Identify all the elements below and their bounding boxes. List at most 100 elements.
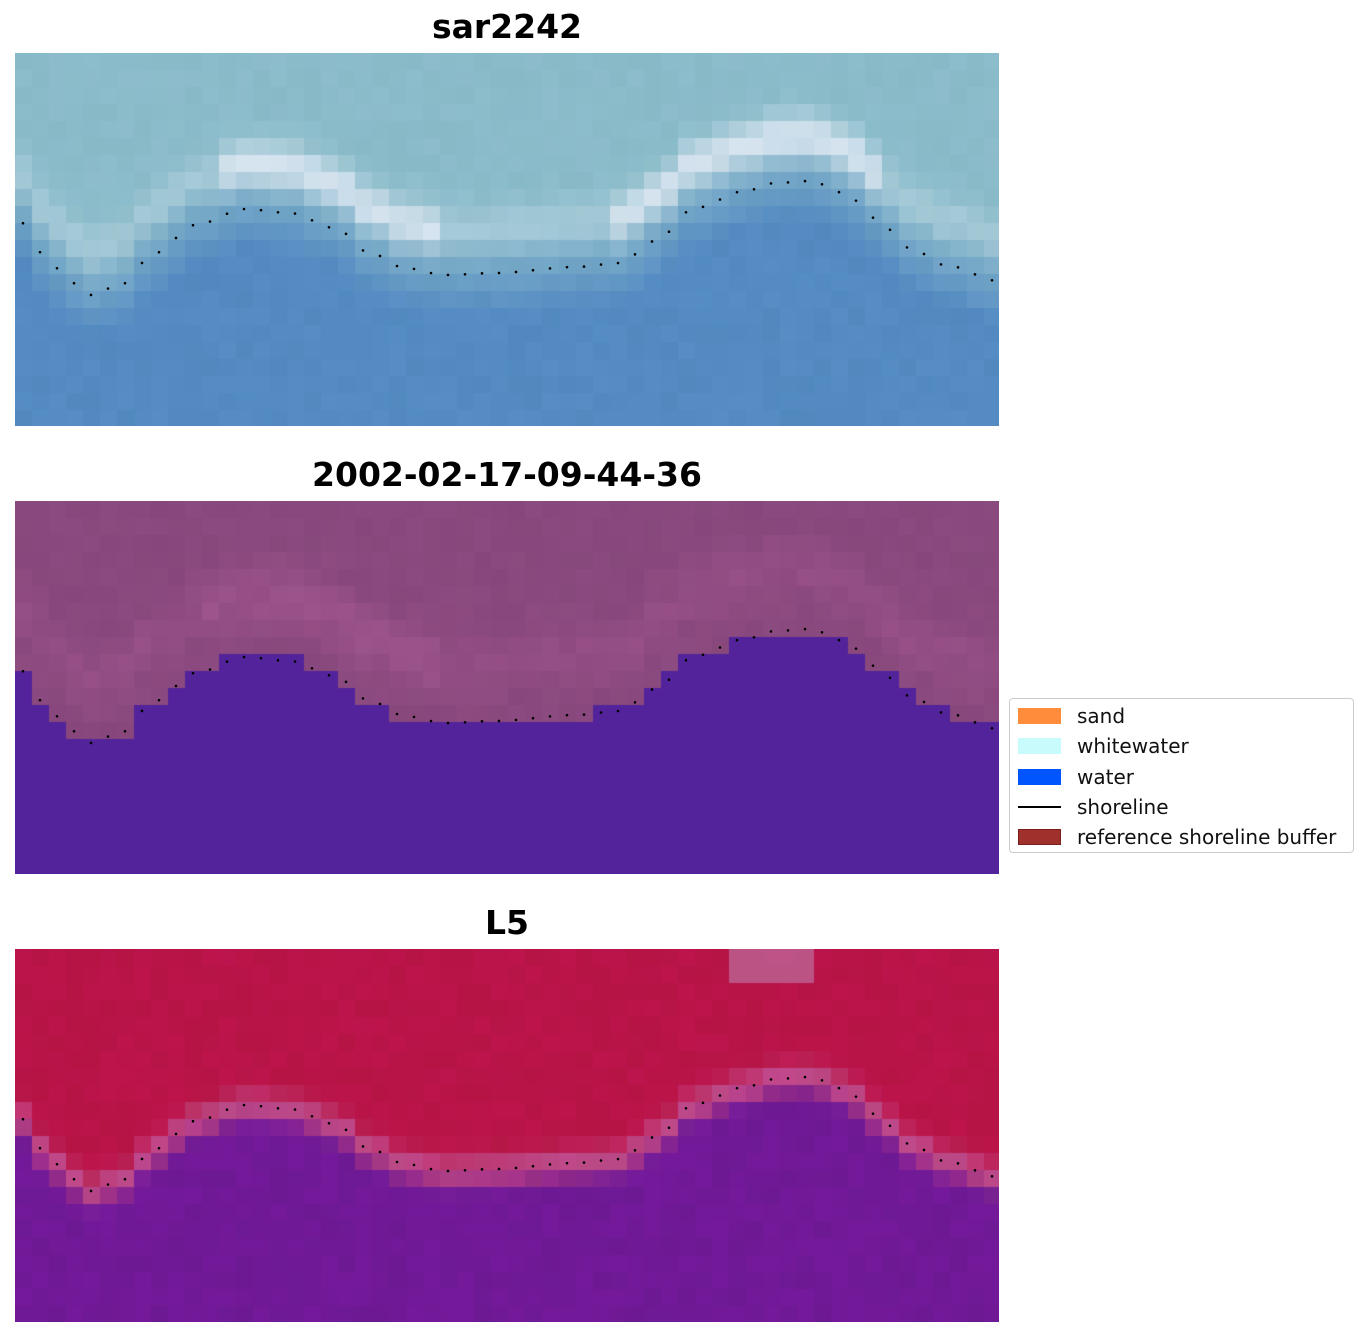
shoreline-point [293,212,297,215]
shoreline-line-swatch [1018,805,1061,809]
shoreline-point [106,735,110,738]
shoreline-point [378,1150,382,1154]
shoreline-point [803,179,807,183]
shoreline-point [633,701,637,704]
shoreline-point [718,1094,722,1097]
shoreline-point [395,1160,399,1164]
shoreline-point [786,181,790,184]
shoreline-point [361,1145,365,1148]
shoreline-point [140,1157,144,1161]
shoreline-point [582,1161,586,1164]
shoreline-point [582,265,586,268]
shoreline-point [327,1121,331,1125]
shoreline-point [922,252,926,256]
shoreline-point [769,1078,773,1081]
shoreline-point [565,713,569,717]
shoreline-point [735,638,739,642]
shoreline-point [21,669,25,673]
shoreline-point [616,709,620,713]
shoreline-point [565,265,569,269]
shoreline-point [922,1148,926,1152]
shoreline-point [191,671,195,675]
shoreline-point [956,714,960,717]
shoreline-point [599,263,603,266]
shoreline-point [89,293,93,297]
shoreline-point [769,182,773,185]
shoreline-point [208,1116,212,1119]
shoreline-point [752,1083,756,1087]
shoreline-point [871,216,875,219]
shoreline-point [344,680,348,684]
shoreline-point [888,1124,892,1128]
whitewater-swatch [1018,738,1061,754]
shoreline-point [854,199,858,202]
shoreline-point [344,1128,348,1132]
classified-image [15,501,999,874]
shoreline-point [684,658,688,662]
shoreline-point [990,726,994,730]
shoreline-point [174,1132,178,1136]
shoreline-point [990,278,994,282]
shoreline-point [208,668,212,671]
shoreline-point [293,660,297,663]
legend-item-shoreline: shoreline [1018,795,1169,819]
shoreline-point [480,720,484,723]
shoreline-point [871,1112,875,1115]
shoreline-point [191,1119,195,1123]
shoreline-point [514,718,518,722]
shoreline-dots-rgb [21,179,994,297]
shoreline-point [990,1174,994,1178]
shoreline-point [956,266,960,269]
shoreline-point [174,236,178,240]
shoreline-point [446,721,450,725]
shoreline-point [38,250,42,254]
image-panel-rgb [15,53,999,426]
panel-title-2: 2002-02-17-09-44-36 [312,455,702,494]
shoreline-point [242,207,246,211]
legend-label-whitewater: whitewater [1077,734,1189,758]
shoreline-point [140,261,144,265]
shoreline-point [242,655,246,659]
shoreline-point [548,1163,552,1166]
shoreline-point [191,223,195,227]
shoreline-point [497,271,501,275]
image-panel-index [15,949,999,1322]
shoreline-point [667,1126,671,1130]
shoreline-point [429,1167,433,1171]
shoreline-point [837,1086,841,1090]
shoreline-point [123,729,127,733]
shoreline-point [752,187,756,191]
shoreline-point [616,1157,620,1161]
shoreline-point [55,266,59,270]
image-panel-classified [15,501,999,874]
shoreline-point [38,1146,42,1150]
shoreline-point [463,720,467,724]
shoreline-point [21,221,25,225]
legend-item-reference-buffer: reference shoreline buffer [1018,825,1336,849]
panel-title-3: L5 [485,903,529,942]
shoreline-point [548,267,552,270]
shoreline-point [72,729,76,733]
shoreline-point [378,254,382,258]
shoreline-dots-index [21,1075,994,1193]
shoreline-point [667,678,671,682]
legend-label-water: water [1077,765,1134,789]
shoreline-point [973,1169,977,1172]
shoreline-point [89,741,93,745]
shoreline-point [616,261,620,265]
shoreline-point [820,1078,824,1082]
shoreline-point [310,666,314,670]
shoreline-point [429,271,433,275]
shoreline-point [463,272,467,276]
shoreline-point [718,198,722,201]
shoreline-point [446,273,450,277]
shoreline-point [922,700,926,704]
shoreline-point [174,684,178,688]
shoreline-point [38,698,42,702]
shoreline-point [480,1168,484,1171]
shoreline-point [225,660,229,664]
shoreline-point [480,272,484,275]
shoreline-point [667,230,671,234]
shoreline-point [327,225,331,229]
shoreline-point [735,1086,739,1090]
